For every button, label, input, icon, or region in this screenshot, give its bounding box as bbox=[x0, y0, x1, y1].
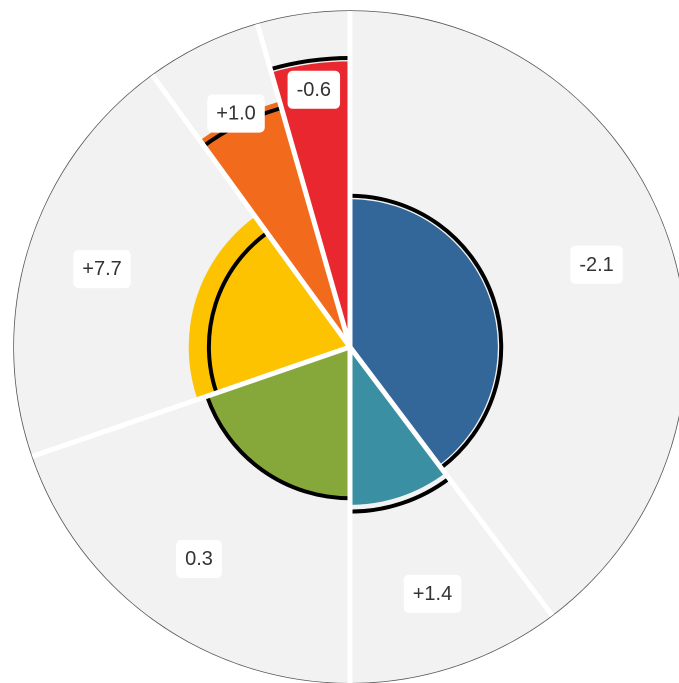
label-box bbox=[207, 94, 265, 133]
label-box bbox=[287, 70, 341, 109]
segment-label: -2.1 bbox=[579, 254, 613, 276]
label-box bbox=[176, 539, 222, 578]
label-group: +7.7 bbox=[73, 250, 131, 289]
label-group: 0.3 bbox=[176, 539, 222, 578]
wedge bbox=[350, 199, 498, 466]
previous-outline bbox=[206, 231, 269, 394]
segment-label: +7.7 bbox=[82, 258, 121, 280]
separator bbox=[254, 23, 353, 348]
background-wedge bbox=[350, 11, 679, 616]
previous-outline bbox=[349, 193, 504, 470]
wedge bbox=[350, 347, 446, 505]
label-group: -2.1 bbox=[570, 245, 623, 284]
wedge bbox=[199, 101, 350, 347]
label-box bbox=[73, 250, 131, 289]
label-group: +1.4 bbox=[403, 574, 462, 613]
label-group: -0.6 bbox=[287, 70, 341, 109]
label-group: +1.0 bbox=[207, 94, 265, 133]
segment-label: +1.4 bbox=[413, 583, 452, 605]
previous-outline bbox=[269, 56, 351, 72]
separator bbox=[31, 344, 351, 459]
label-box bbox=[403, 574, 462, 613]
segment-label: 0.3 bbox=[185, 548, 213, 570]
wedge bbox=[188, 216, 350, 400]
segment-label: -0.6 bbox=[297, 79, 331, 101]
separator bbox=[150, 73, 353, 349]
previous-outline bbox=[205, 395, 351, 501]
label-box bbox=[570, 245, 623, 284]
segment-label: +1.0 bbox=[216, 103, 255, 125]
separator bbox=[348, 345, 555, 617]
previous-outline bbox=[349, 476, 451, 514]
